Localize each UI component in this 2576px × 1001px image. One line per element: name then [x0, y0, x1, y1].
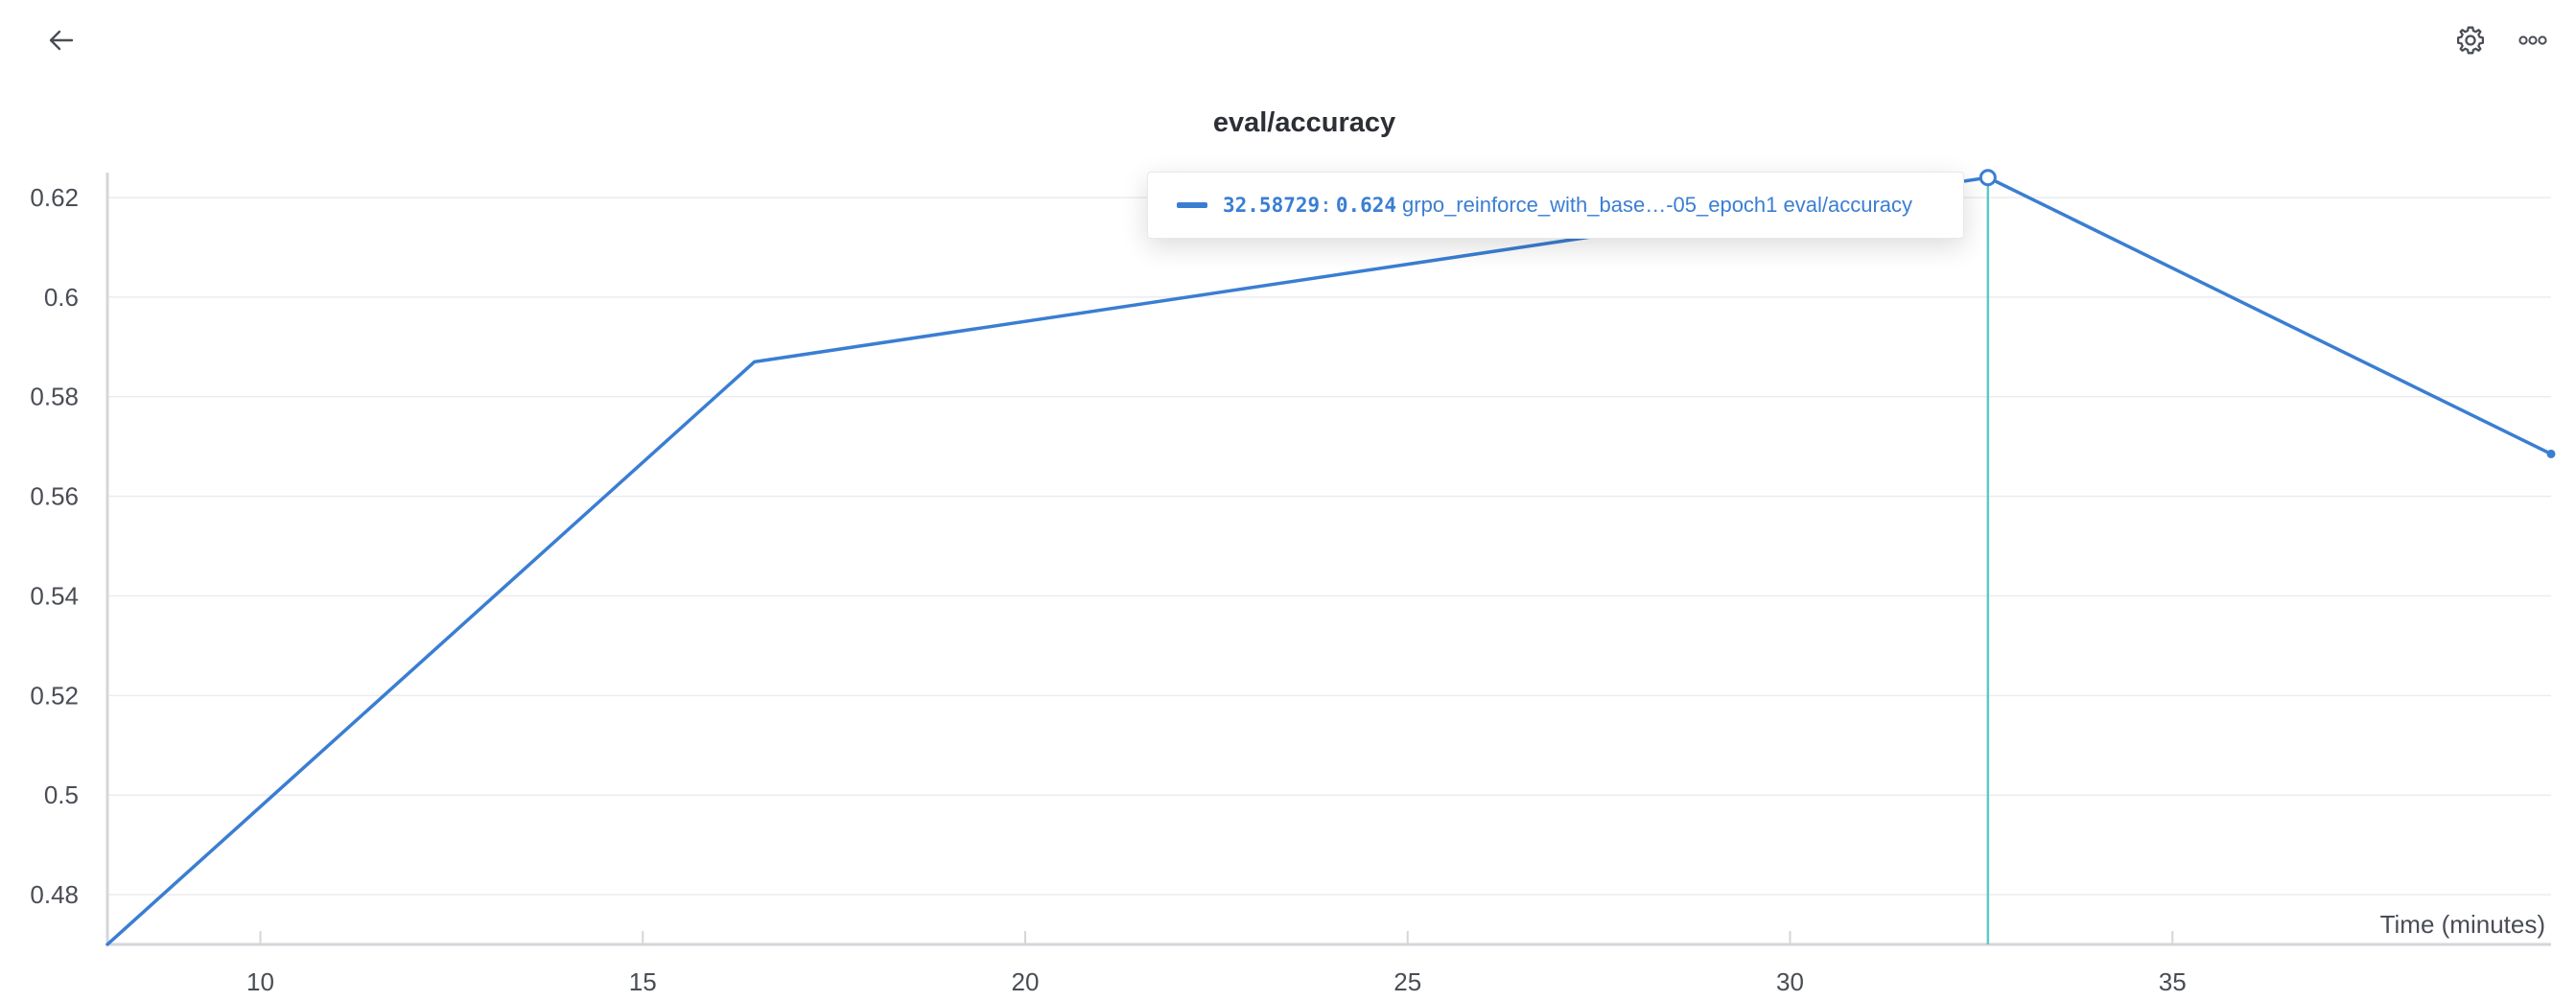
series-swatch [1177, 202, 1207, 208]
x-tick-label: 10 [246, 967, 274, 996]
arrow-left-icon [49, 30, 74, 51]
tooltip-separator: : [1320, 194, 1332, 217]
hover-tooltip: 32.58729 : 0.624 grpo_reinforce_with_bas… [1147, 172, 1964, 239]
y-tick-label: 0.58 [30, 383, 79, 411]
x-tick-label: 30 [1776, 967, 1804, 996]
tooltip-run-label: grpo_reinforce_with_base…-05_epoch1 eval… [1402, 193, 1913, 217]
series-line [105, 175, 2553, 946]
back-button[interactable] [35, 13, 88, 67]
y-tick-label: 0.56 [30, 482, 79, 511]
x-tick-label: 25 [1393, 967, 1421, 996]
y-tick-label: 0.62 [30, 183, 79, 212]
x-axis-label: Time (minutes) [2380, 910, 2545, 939]
x-tick-label: 20 [1012, 967, 1040, 996]
tooltip-x-value: 32.58729 [1223, 194, 1321, 217]
x-tick-label: 15 [629, 967, 657, 996]
chart-title: eval/accuracy [1212, 107, 1396, 138]
more-horizontal-icon [2518, 35, 2547, 45]
y-tick-label: 0.6 [44, 283, 79, 312]
y-tick-label: 0.54 [30, 581, 79, 610]
settings-button[interactable] [2444, 13, 2497, 67]
more-options-button[interactable] [2506, 13, 2560, 67]
series-end-point [2546, 449, 2556, 458]
hover-point-marker [1979, 169, 1997, 187]
tooltip-y-value: 0.624 [1335, 194, 1397, 217]
gear-icon [2456, 26, 2485, 55]
y-tick-label: 0.52 [30, 681, 79, 710]
x-tick-label: 35 [2159, 967, 2187, 996]
y-tick-label: 0.5 [44, 780, 79, 809]
y-tick-label: 0.48 [30, 880, 79, 909]
top-toolbar [0, 0, 2576, 86]
